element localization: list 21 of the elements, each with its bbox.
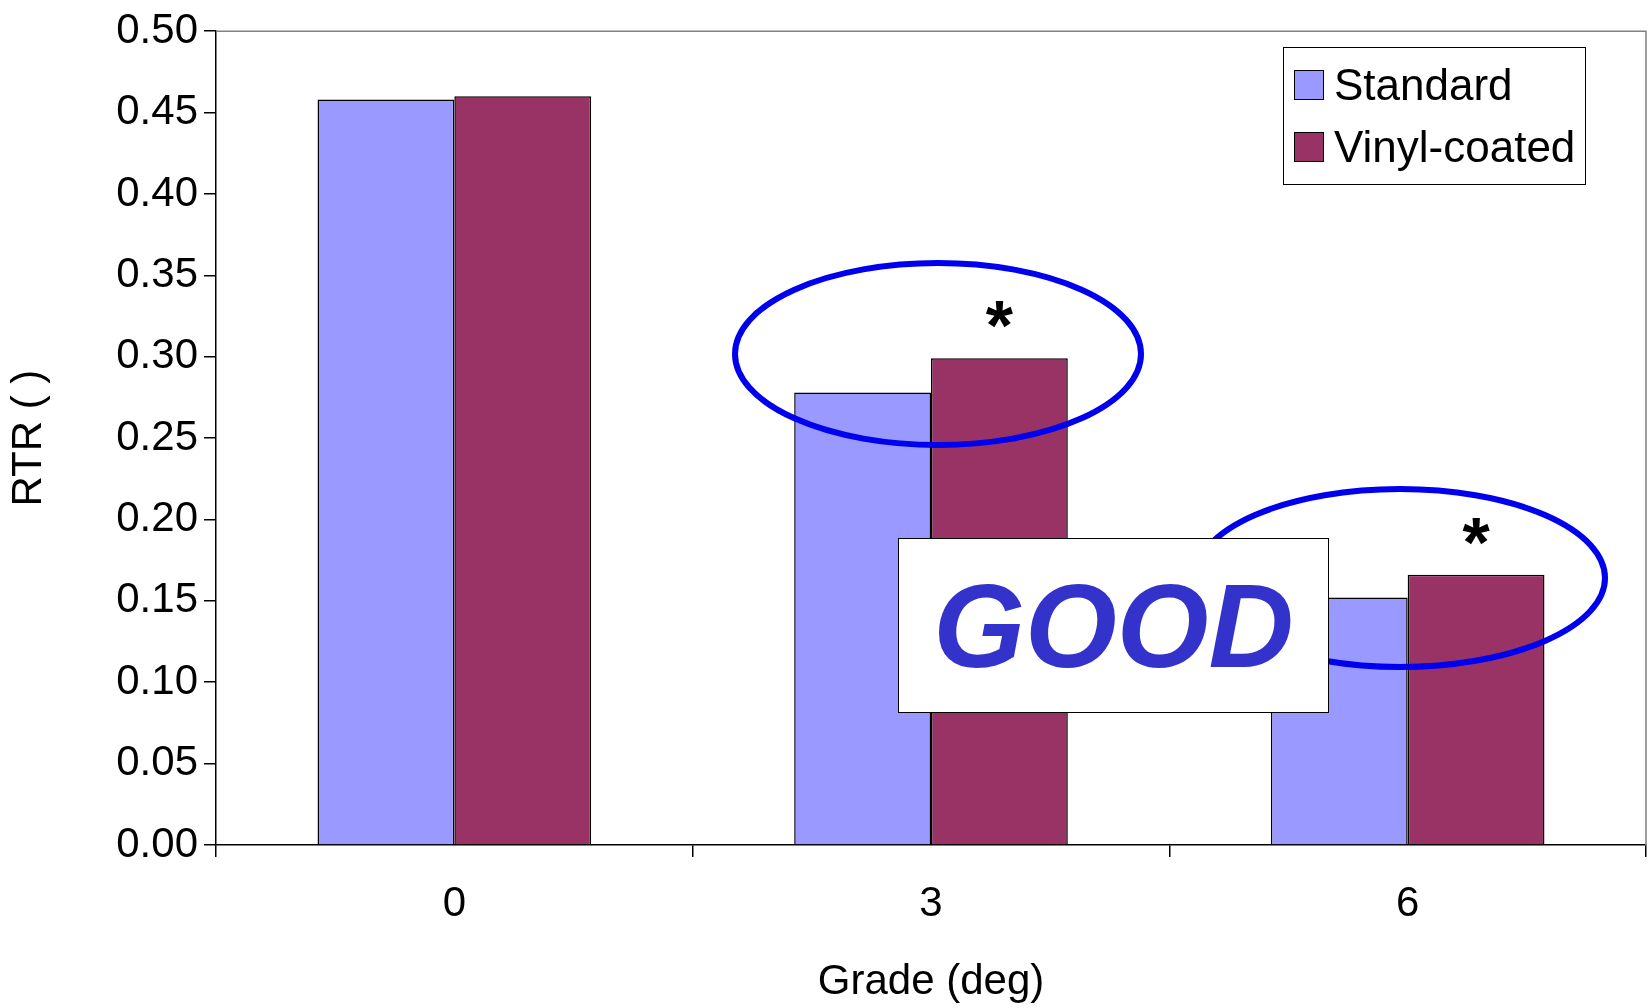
y-tick-label: 0.30 — [116, 330, 198, 378]
y-tick-label: 0.40 — [116, 167, 198, 215]
y-tick-label: 0.45 — [116, 86, 198, 134]
y-tick-label: 0.35 — [116, 248, 198, 296]
y-tick-label: 0.20 — [116, 493, 198, 541]
y-tick-label: 0.50 — [116, 4, 198, 52]
annotation: GOOD — [898, 538, 1329, 713]
y-tick-label: 0.15 — [116, 574, 198, 622]
x-tick-label: 6 — [1395, 877, 1420, 925]
annotation: * — [985, 287, 1014, 366]
annotation: * — [1462, 503, 1491, 582]
legend-label: Standard — [1334, 60, 1513, 110]
x-axis-title: Grade (deg) — [817, 956, 1045, 1004]
x-tick-label: 0 — [442, 877, 467, 925]
y-tick-label: 0.25 — [116, 411, 198, 459]
y-tick-label: 0.00 — [116, 818, 198, 866]
x-tick-label: 3 — [919, 877, 943, 925]
y-tick-label: 0.10 — [116, 655, 198, 703]
y-axis-title: RTR ( ) — [2, 369, 50, 507]
y-tick-label: 0.05 — [116, 737, 198, 785]
legend-label: Vinyl-coated — [1334, 122, 1576, 172]
